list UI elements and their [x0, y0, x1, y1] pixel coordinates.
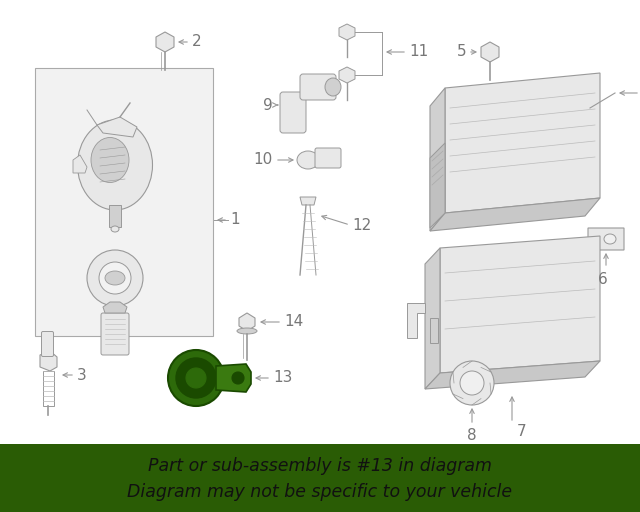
- Polygon shape: [430, 198, 600, 231]
- Circle shape: [176, 358, 216, 398]
- Polygon shape: [73, 155, 87, 173]
- Polygon shape: [445, 73, 600, 213]
- Ellipse shape: [105, 271, 125, 285]
- Bar: [109, 205, 121, 227]
- Text: Part or sub-assembly is #13 in diagram: Part or sub-assembly is #13 in diagram: [148, 457, 492, 476]
- Circle shape: [460, 371, 484, 395]
- FancyBboxPatch shape: [300, 74, 336, 100]
- Text: 3: 3: [77, 368, 87, 382]
- Ellipse shape: [297, 151, 319, 169]
- Polygon shape: [440, 236, 600, 373]
- Ellipse shape: [77, 120, 152, 210]
- Text: 8: 8: [467, 428, 477, 442]
- Polygon shape: [103, 302, 127, 313]
- Polygon shape: [430, 143, 445, 228]
- Polygon shape: [40, 351, 57, 371]
- Text: 2: 2: [192, 34, 202, 50]
- Circle shape: [186, 368, 206, 388]
- Circle shape: [87, 250, 143, 306]
- FancyBboxPatch shape: [280, 92, 306, 133]
- Polygon shape: [216, 364, 251, 392]
- Text: 9: 9: [263, 97, 273, 113]
- Polygon shape: [588, 228, 624, 250]
- Text: 13: 13: [273, 371, 292, 386]
- Ellipse shape: [111, 226, 119, 232]
- Text: 6: 6: [598, 272, 608, 288]
- Text: 1: 1: [230, 212, 239, 227]
- Ellipse shape: [325, 78, 341, 96]
- Text: Diagram may not be specific to your vehicle: Diagram may not be specific to your vehi…: [127, 483, 513, 501]
- Polygon shape: [407, 303, 425, 338]
- Ellipse shape: [237, 328, 257, 334]
- Circle shape: [168, 350, 224, 406]
- Polygon shape: [339, 24, 355, 40]
- Text: 11: 11: [409, 45, 428, 59]
- FancyBboxPatch shape: [42, 331, 54, 356]
- Bar: [35, 68, 213, 336]
- Polygon shape: [300, 197, 316, 205]
- Polygon shape: [430, 88, 445, 231]
- Text: 10: 10: [253, 153, 273, 167]
- Polygon shape: [156, 32, 174, 52]
- Polygon shape: [425, 361, 600, 389]
- Circle shape: [99, 262, 131, 294]
- Polygon shape: [97, 117, 137, 137]
- Text: 7: 7: [517, 423, 527, 438]
- Bar: [43, 371, 54, 406]
- Circle shape: [232, 372, 244, 384]
- Text: 14: 14: [284, 314, 303, 330]
- Ellipse shape: [91, 138, 129, 182]
- FancyBboxPatch shape: [315, 148, 341, 168]
- FancyBboxPatch shape: [101, 313, 129, 355]
- Circle shape: [450, 361, 494, 405]
- Bar: [430, 318, 438, 343]
- Ellipse shape: [604, 234, 616, 244]
- Text: 12: 12: [352, 218, 371, 232]
- Polygon shape: [339, 67, 355, 83]
- Bar: [0, 444, 640, 512]
- Polygon shape: [239, 313, 255, 331]
- Text: 5: 5: [456, 45, 466, 59]
- Polygon shape: [425, 248, 440, 389]
- Polygon shape: [481, 42, 499, 62]
